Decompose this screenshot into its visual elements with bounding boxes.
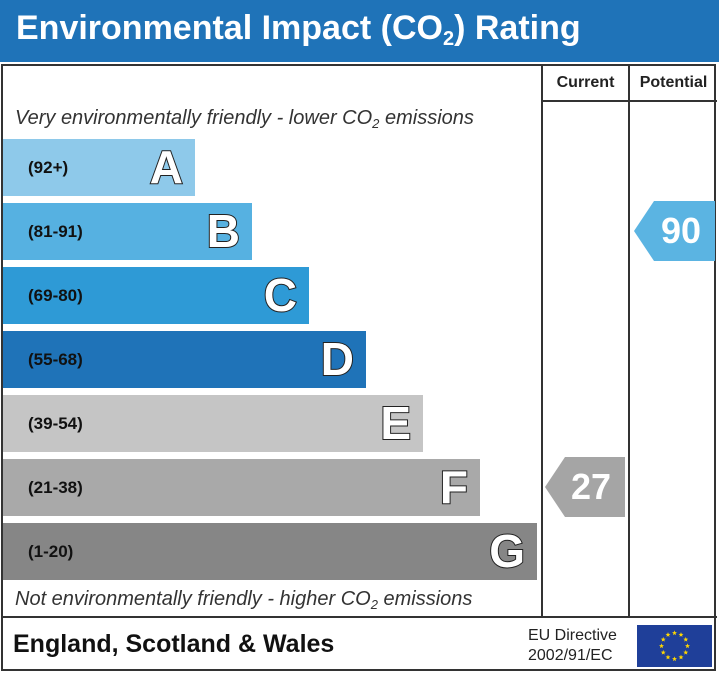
eu-flag-icon (637, 625, 712, 667)
band-letter: F (439, 460, 469, 514)
potential-column-divider (628, 64, 630, 618)
band-a: (92+) A (3, 139, 195, 196)
column-header-divider (541, 100, 717, 102)
current-column-divider (541, 64, 543, 618)
band-range: (55-68) (28, 350, 83, 369)
potential-column-header: Potential (639, 74, 708, 91)
current-rating-arrow: 27 (545, 457, 625, 517)
footer-divider (1, 616, 717, 618)
eu-star-icon (683, 636, 689, 642)
footer-country: England, Scotland & Wales (13, 630, 335, 658)
band-letter: G (488, 524, 526, 578)
eu-star-icon (678, 632, 684, 637)
band-range: (1-20) (28, 542, 74, 561)
eu-directive: EU Directive 2002/91/EC (528, 626, 617, 666)
eu-directive-line1: EU Directive (528, 627, 617, 644)
eu-star-icon (659, 643, 664, 649)
band-f: (21-38) F (3, 459, 480, 516)
eu-star-icon (678, 654, 684, 660)
band-letter: D (320, 332, 355, 386)
rating-frame (1, 64, 716, 671)
band-d: (55-68) D (3, 331, 366, 388)
band-c: (69-80) C (3, 267, 309, 324)
top-caption: Very environmentally friendly - lower CO… (15, 107, 474, 131)
band-range: (21-38) (28, 478, 83, 497)
page-title: Environmental Impact (CO2) Rating (16, 9, 581, 50)
eu-star-icon (685, 643, 690, 649)
eu-star-icon (660, 636, 666, 642)
current-column-header: Current (556, 74, 615, 91)
potential-rating-arrow: 90 (634, 201, 715, 261)
band-b: (81-91) B (3, 203, 252, 260)
band-letter: B (206, 204, 241, 258)
band-range: (39-54) (28, 414, 83, 433)
band-letter: C (263, 268, 298, 322)
eu-star-icon (665, 632, 671, 637)
eu-directive-line2: 2002/91/EC (528, 647, 613, 664)
band-range: (69-80) (28, 286, 83, 305)
band-e: (39-54) E (3, 395, 423, 452)
band-letter: E (379, 396, 412, 450)
eu-star-icon (665, 654, 671, 660)
header-bar: Environmental Impact (CO2) Rating (0, 0, 719, 62)
band-range: (81-91) (28, 222, 83, 241)
band-range: (92+) (28, 158, 69, 177)
band-g: (1-20) G (3, 523, 537, 580)
band-letter: A (149, 140, 184, 194)
bottom-caption: Not environmentally friendly - higher CO… (15, 588, 473, 612)
eu-star-icon (672, 630, 677, 636)
eu-star-icon (683, 649, 689, 655)
eu-star-icon (660, 649, 666, 655)
eu-star-icon (672, 656, 677, 662)
